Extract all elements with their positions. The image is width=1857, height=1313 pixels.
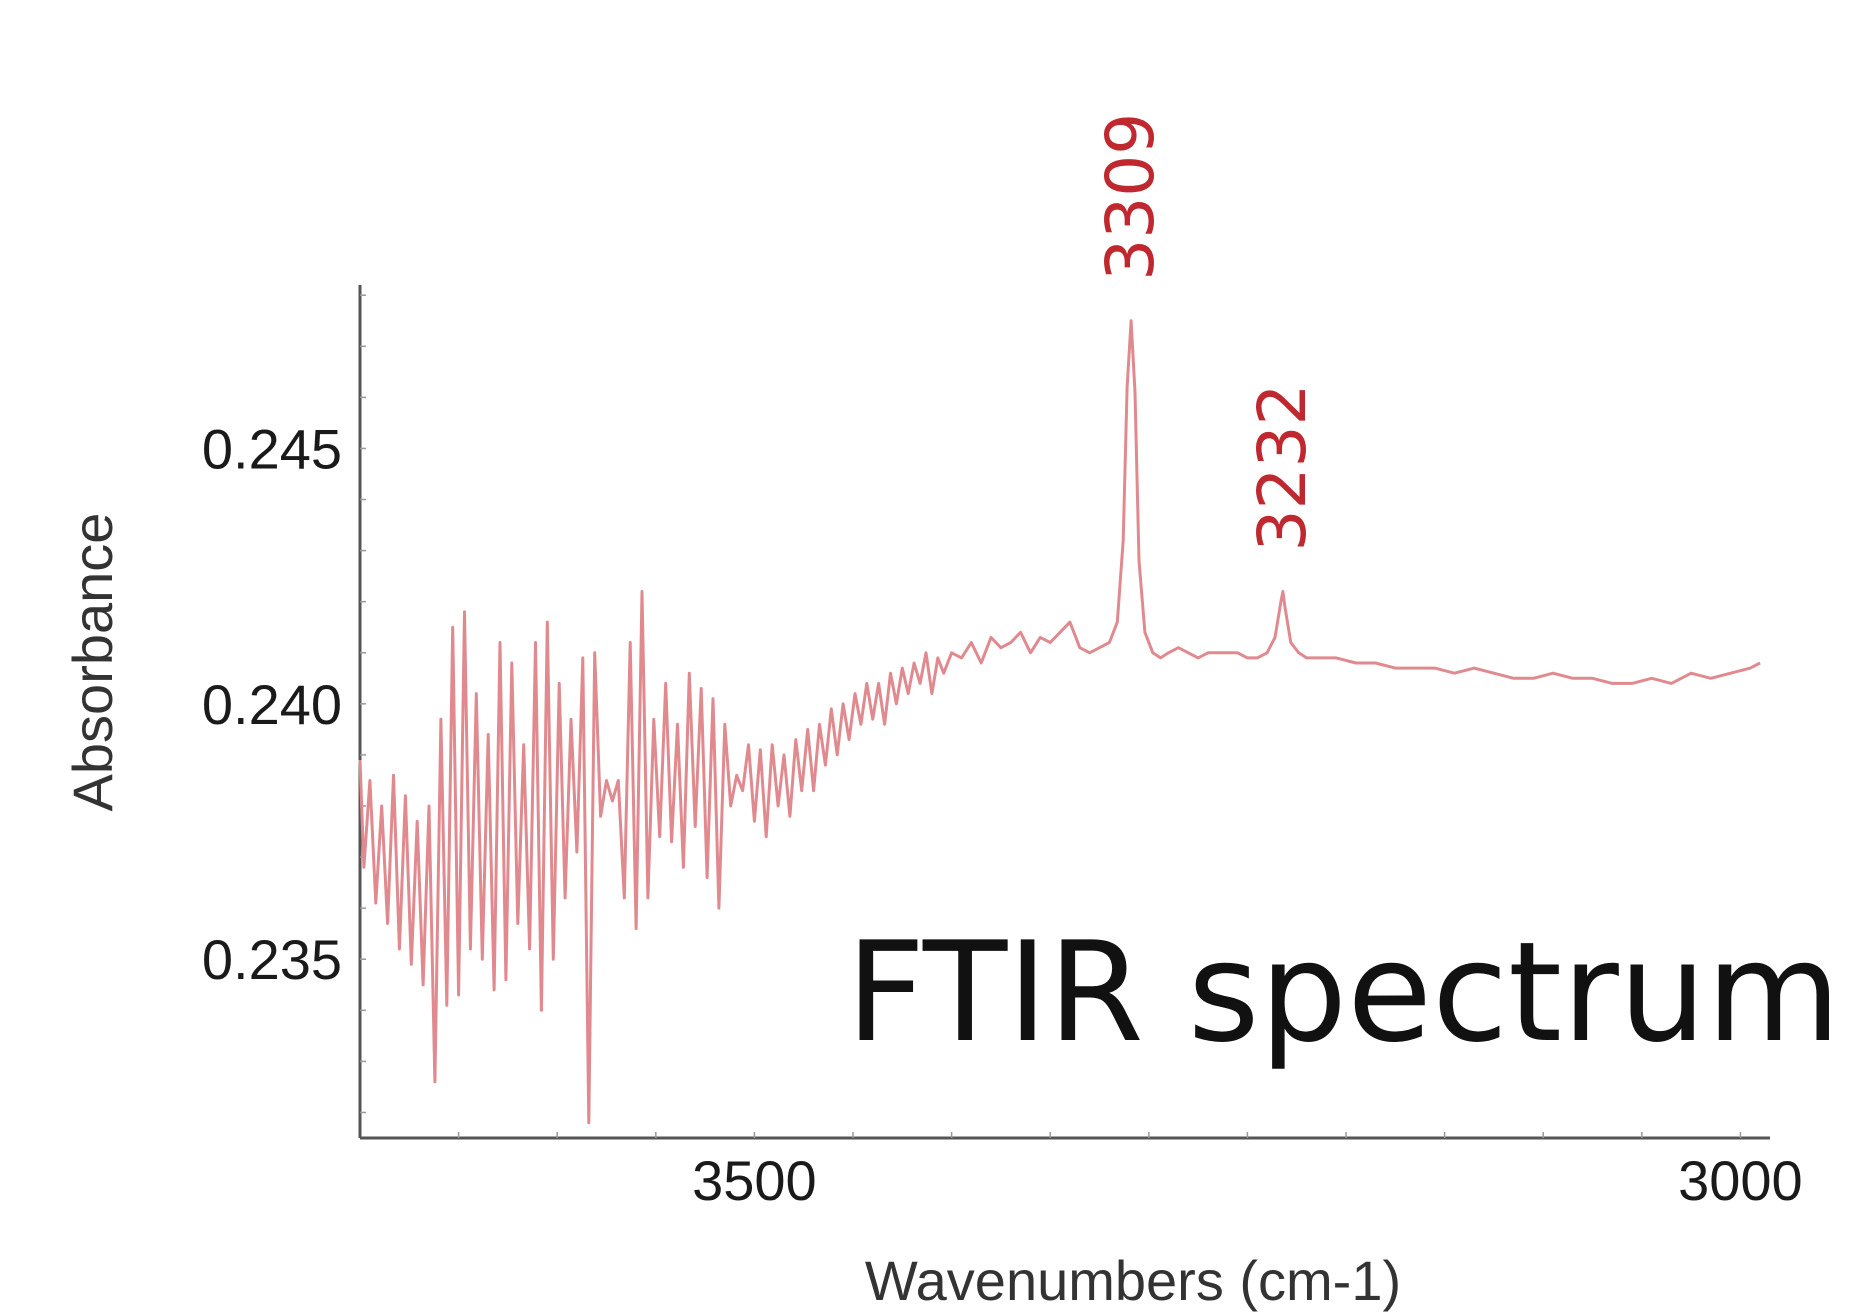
y-tick-label: 0.245 [202, 417, 342, 480]
peak-annotations: 3309 3232 [1092, 113, 1321, 552]
y-tick-label: 0.240 [202, 673, 342, 736]
chart-title: FTIR spectrum [846, 912, 1841, 1073]
spectrum-line [358, 319, 1761, 1125]
peak-label: 3309 [1092, 113, 1169, 281]
y-axis-title: Absorbance [61, 513, 124, 812]
y-tick-label: 0.235 [202, 928, 342, 991]
x-tick-label: 3000 [1678, 1149, 1803, 1212]
x-tick-label: 3500 [692, 1149, 817, 1212]
peak-label: 3232 [1244, 383, 1321, 551]
series-group [358, 319, 1761, 1125]
x-axis-title: Wavenumbers (cm-1) [865, 1249, 1401, 1312]
axes: 0.245 0.240 0.235 3500 3000 [202, 285, 1803, 1212]
